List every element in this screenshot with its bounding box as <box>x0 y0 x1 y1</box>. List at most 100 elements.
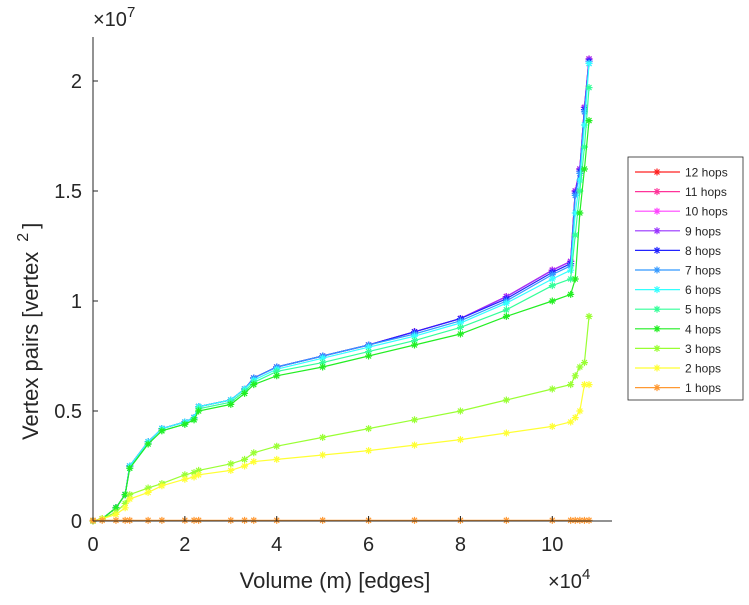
legend-label: 9 hops <box>685 224 721 238</box>
data-point-marker <box>126 516 134 524</box>
data-point-marker <box>571 414 579 422</box>
data-point-marker <box>580 165 588 173</box>
y-tick-label: 1 <box>71 291 82 313</box>
data-point-marker <box>241 462 249 470</box>
data-point-marker <box>456 323 464 331</box>
legend-label: 8 hops <box>685 244 721 258</box>
legend-star-marker <box>653 188 661 196</box>
legend: 12 hops 11 hops 10 hops 9 hops 8 hops 7 hops 6… <box>627 156 744 401</box>
legend-label: 7 hops <box>685 264 721 278</box>
data-point-marker <box>571 516 579 524</box>
data-point-marker <box>319 359 327 367</box>
data-point-marker <box>158 427 166 435</box>
series-line <box>92 61 590 522</box>
legend-star-marker <box>653 286 661 294</box>
data-point-marker <box>548 385 556 393</box>
data-point-marker <box>502 396 510 404</box>
legend-item: 7 hops <box>635 264 721 278</box>
data-point-marker <box>548 282 556 290</box>
data-point-marker <box>227 460 235 468</box>
data-point-marker <box>585 84 593 92</box>
y-axis-label: Vertex pairs [vertex2] <box>15 223 43 440</box>
legend-star-marker <box>653 325 661 333</box>
data-point-marker <box>112 516 120 524</box>
series-line <box>92 384 590 522</box>
data-point-marker <box>502 312 510 320</box>
series-layer <box>89 55 593 525</box>
series-1-hops <box>89 516 593 524</box>
data-point-marker <box>227 466 235 474</box>
legend-item: 9 hops <box>635 224 721 238</box>
data-point-marker <box>571 191 579 199</box>
x-tick-label: 2 <box>179 534 190 556</box>
legend-item: 5 hops <box>635 303 721 317</box>
legend-item: 6 hops <box>635 283 721 297</box>
series-line <box>92 58 590 522</box>
data-point-marker <box>576 363 584 371</box>
data-point-marker <box>411 516 419 524</box>
x-tick-label: 4 <box>271 534 282 556</box>
legend-star-marker <box>653 266 661 274</box>
data-point-marker <box>227 516 235 524</box>
data-point-marker <box>576 176 584 184</box>
data-point-marker <box>273 367 281 375</box>
data-point-marker <box>121 516 129 524</box>
data-point-marker <box>250 449 258 457</box>
x-tick-label: 6 <box>363 534 374 556</box>
data-point-marker <box>576 516 584 524</box>
x-tick-label: 10 <box>541 534 563 556</box>
data-point-marker <box>250 516 258 524</box>
x-multiplier: ×104 <box>548 566 590 593</box>
data-point-marker <box>241 389 249 397</box>
x-tick-label: 8 <box>455 534 466 556</box>
legend-label: 6 hops <box>685 283 721 297</box>
series-4-hops <box>89 117 593 525</box>
data-point-marker <box>365 447 373 455</box>
data-point-marker <box>571 372 579 380</box>
data-point-marker <box>411 337 419 345</box>
legend-label: 1 hops <box>685 381 721 395</box>
data-point-marker <box>571 275 579 283</box>
data-point-marker <box>548 297 556 305</box>
data-point-marker <box>548 275 556 283</box>
data-point-marker <box>181 475 189 483</box>
data-point-marker <box>585 516 593 524</box>
data-point-marker <box>411 332 419 340</box>
legend-item: 1 hops <box>635 381 721 395</box>
data-point-marker <box>144 516 152 524</box>
legend-label: 3 hops <box>685 342 721 356</box>
data-point-marker <box>190 469 198 477</box>
data-point-marker <box>319 433 327 441</box>
data-point-marker <box>190 473 198 481</box>
data-point-marker <box>548 271 556 279</box>
data-point-marker <box>250 458 258 466</box>
data-point-marker <box>571 231 579 239</box>
data-point-marker <box>576 187 584 195</box>
data-point-marker <box>585 59 593 67</box>
y-multiplier: ×107 <box>93 4 135 31</box>
data-point-marker <box>365 352 373 360</box>
data-point-marker <box>456 330 464 338</box>
data-point-marker <box>576 209 584 217</box>
series-line <box>92 58 590 522</box>
data-point-marker <box>502 299 510 307</box>
legend-star-marker <box>653 344 661 352</box>
series-line <box>92 58 590 522</box>
y-tick-label: 2 <box>71 71 82 93</box>
legend-star-marker <box>653 305 661 313</box>
legend-star-marker <box>653 364 661 372</box>
data-point-marker <box>567 290 575 298</box>
legend-star-marker <box>653 227 661 235</box>
legend-star-marker <box>653 168 661 176</box>
data-point-marker <box>585 117 593 125</box>
data-point-marker <box>576 407 584 415</box>
legend-item: 11 hops <box>635 185 727 199</box>
data-point-marker <box>121 499 129 507</box>
data-point-marker <box>571 209 579 217</box>
data-point-marker <box>456 319 464 327</box>
series-2-hops <box>89 381 593 525</box>
data-point-marker <box>580 516 588 524</box>
data-point-marker <box>273 442 281 450</box>
data-point-marker <box>580 359 588 367</box>
